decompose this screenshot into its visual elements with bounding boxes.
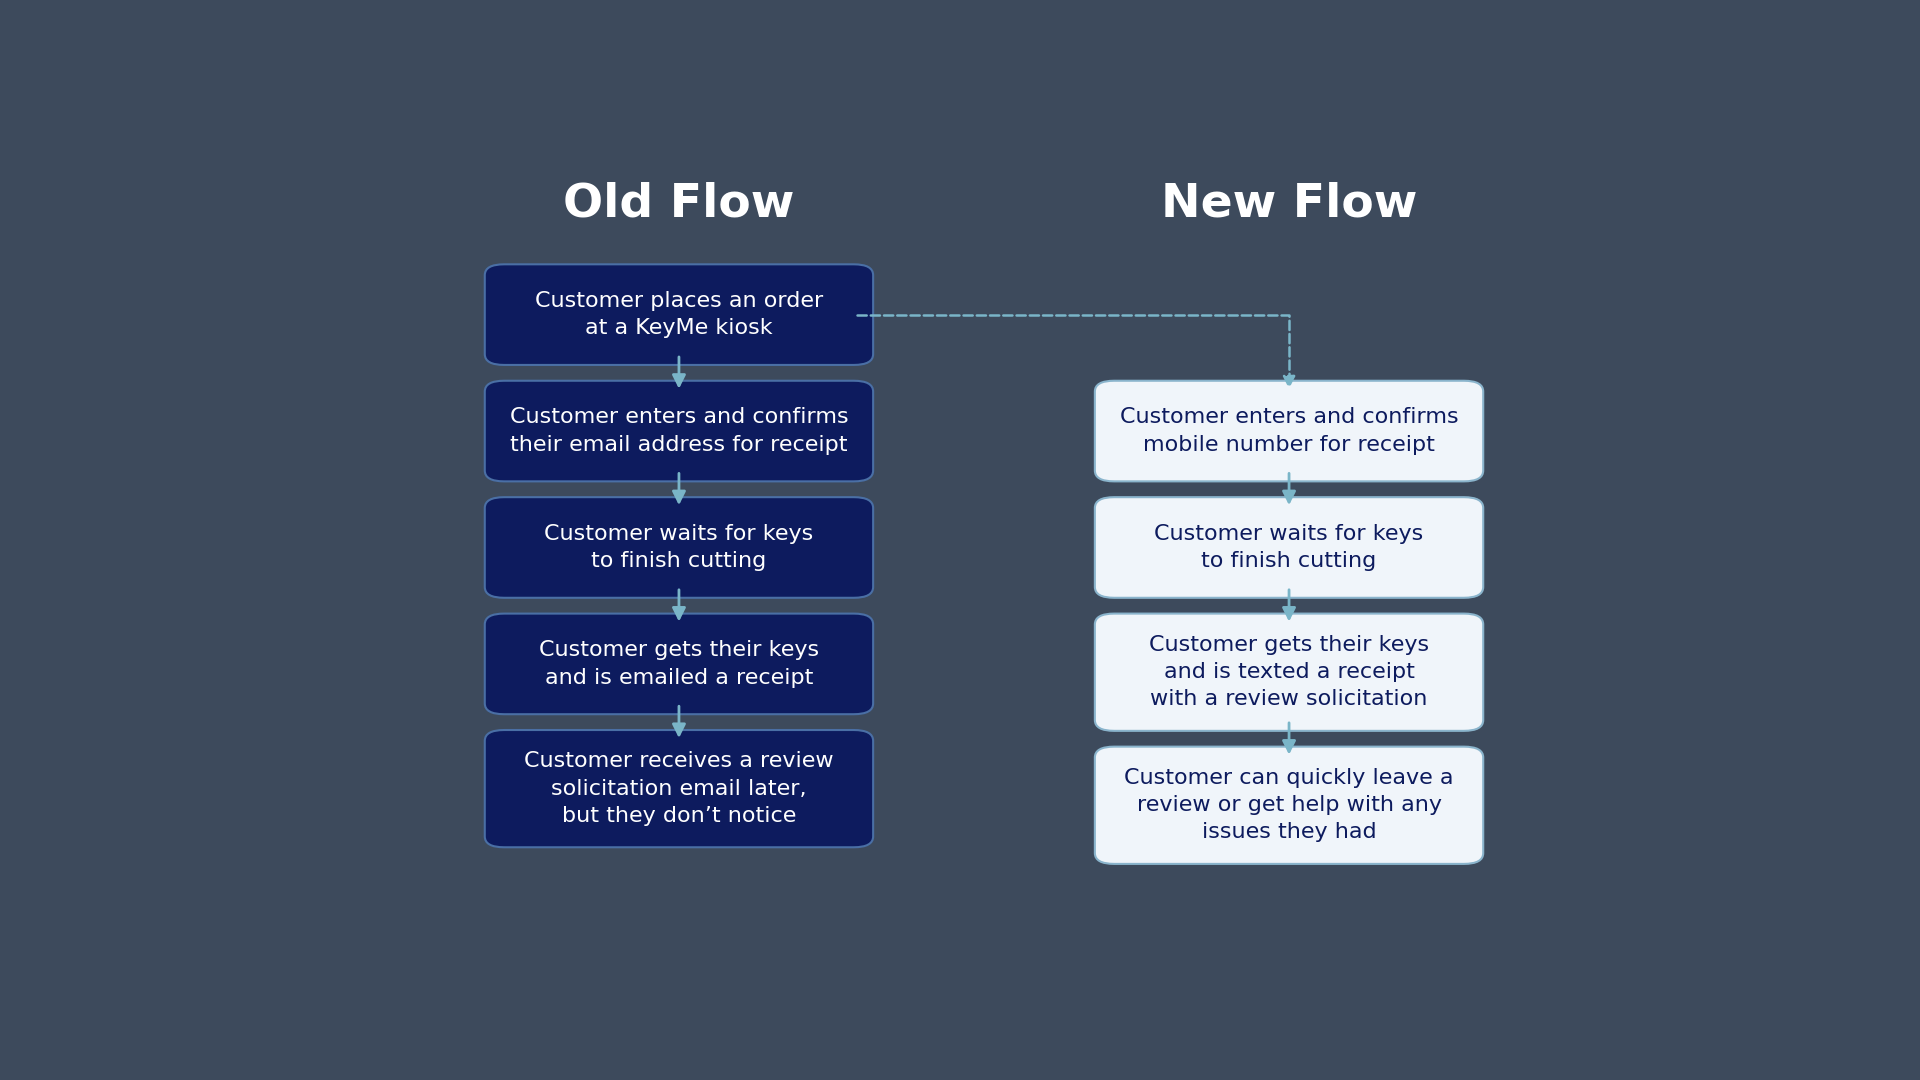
FancyBboxPatch shape	[484, 613, 874, 714]
Text: Customer enters and confirms
their email address for receipt: Customer enters and confirms their email…	[509, 407, 849, 455]
FancyBboxPatch shape	[484, 381, 874, 482]
Text: Customer enters and confirms
mobile number for receipt: Customer enters and confirms mobile numb…	[1119, 407, 1459, 455]
FancyBboxPatch shape	[484, 497, 874, 598]
FancyBboxPatch shape	[1094, 613, 1484, 731]
Text: New Flow: New Flow	[1162, 181, 1417, 227]
FancyBboxPatch shape	[1094, 497, 1484, 598]
FancyBboxPatch shape	[484, 730, 874, 848]
Text: Customer waits for keys
to finish cutting: Customer waits for keys to finish cuttin…	[545, 524, 814, 571]
Text: Customer gets their keys
and is emailed a receipt: Customer gets their keys and is emailed …	[540, 640, 820, 688]
Text: Customer places an order
at a KeyMe kiosk: Customer places an order at a KeyMe kios…	[536, 291, 824, 338]
Text: Old Flow: Old Flow	[563, 181, 795, 227]
Text: Customer can quickly leave a
review or get help with any
issues they had: Customer can quickly leave a review or g…	[1125, 768, 1453, 842]
Text: Customer waits for keys
to finish cutting: Customer waits for keys to finish cuttin…	[1154, 524, 1423, 571]
FancyBboxPatch shape	[1094, 746, 1484, 864]
Text: Customer receives a review
solicitation email later,
but they don’t notice: Customer receives a review solicitation …	[524, 752, 833, 826]
Text: Customer gets their keys
and is texted a receipt
with a review solicitation: Customer gets their keys and is texted a…	[1148, 635, 1428, 710]
FancyBboxPatch shape	[484, 265, 874, 365]
FancyBboxPatch shape	[1094, 381, 1484, 482]
